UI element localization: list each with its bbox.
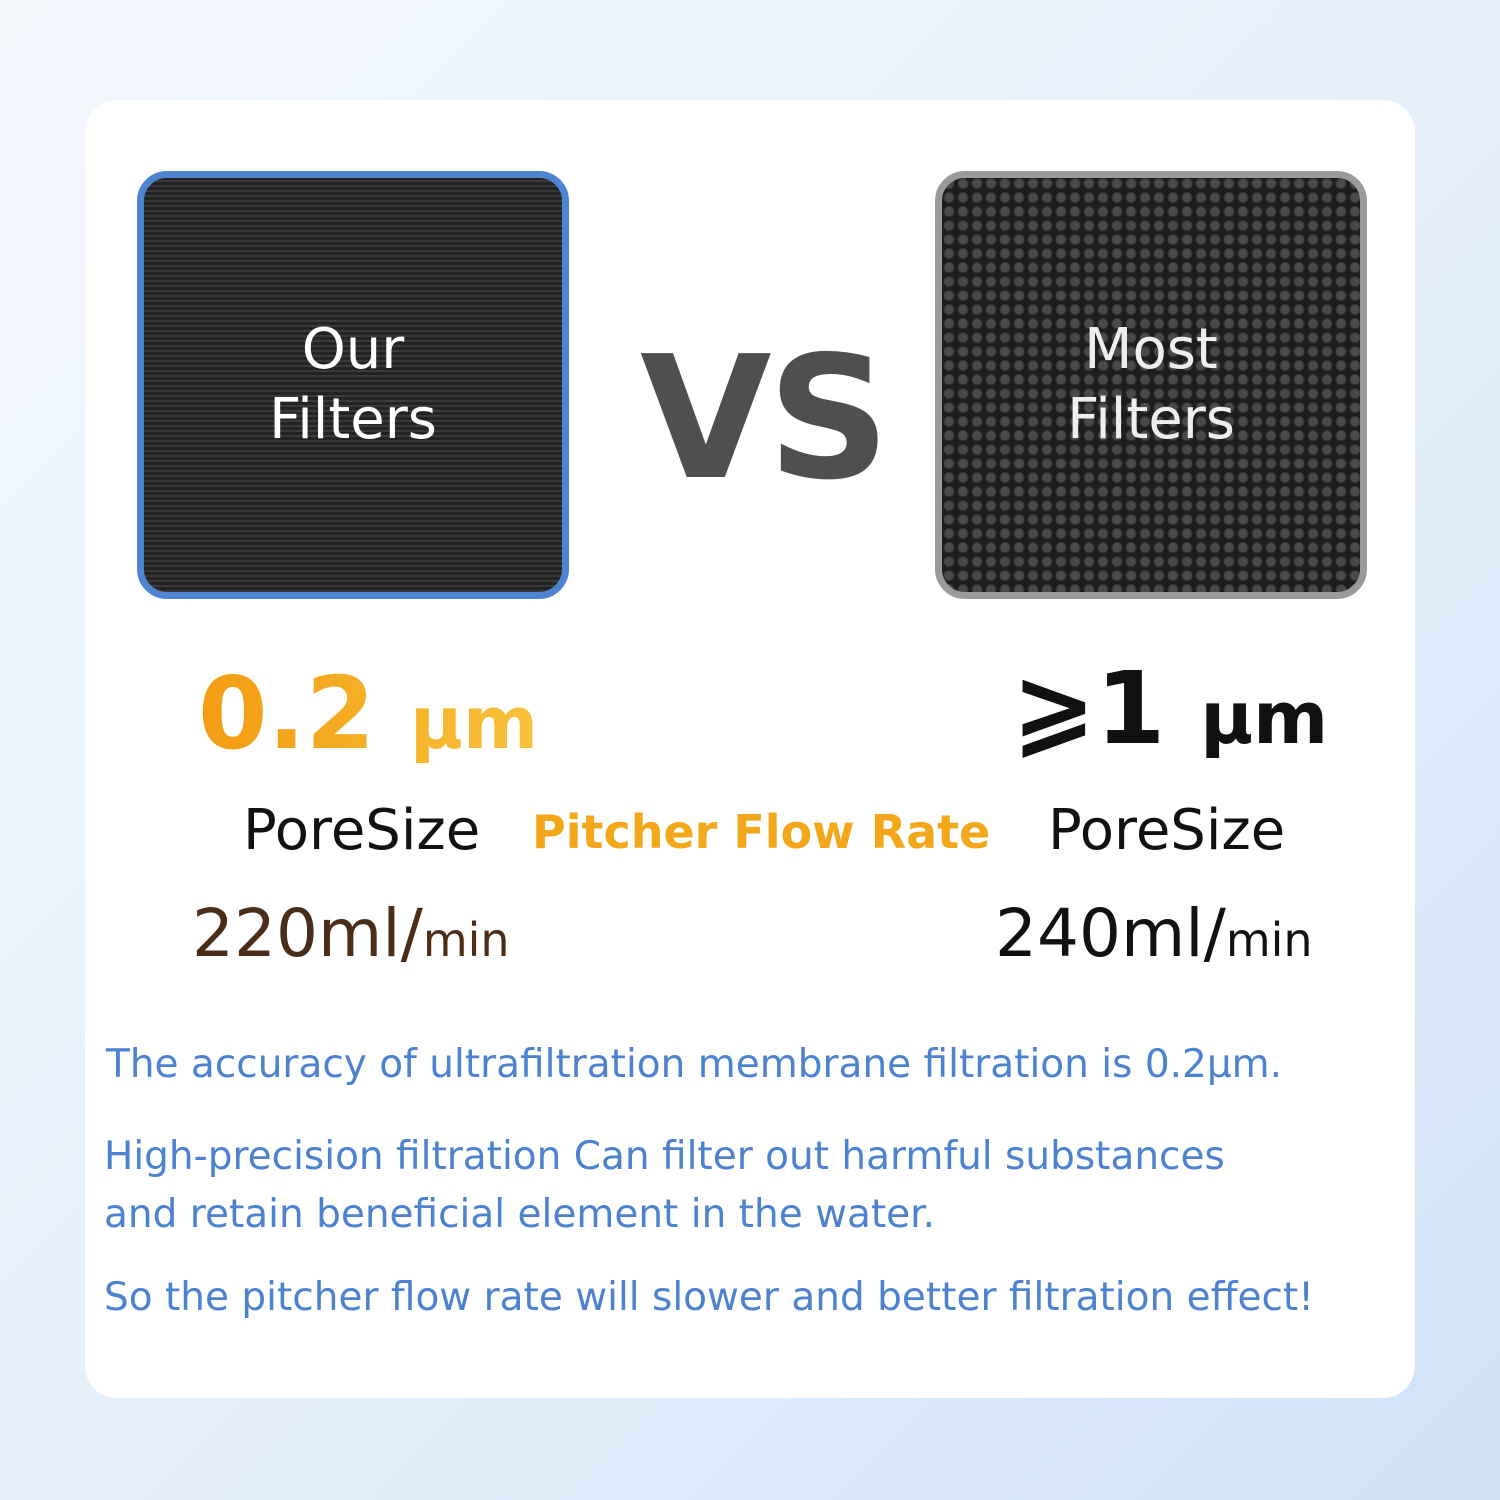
our-pore-value: 0.2 xyxy=(198,655,376,772)
note-precision-1: High-precision filtration Can filter out… xyxy=(104,1134,1225,1179)
most-pore-size: ⩾1 μm xyxy=(1012,650,1328,767)
our-filter-label-1: Our xyxy=(301,317,405,382)
most-flow-rate: 240ml/min xyxy=(995,895,1313,972)
most-filter-label-1: Most xyxy=(1084,317,1218,382)
our-flow-unit: min xyxy=(422,913,510,967)
our-pore-label: PoreSize xyxy=(243,798,481,863)
note-precision-2: and retain beneficial element in the wat… xyxy=(104,1192,936,1237)
most-flow-unit: min xyxy=(1225,913,1313,967)
vs-label: VS xyxy=(640,320,890,518)
most-filters-image: Most Filters xyxy=(935,171,1367,599)
our-pore-size: 0.2 μm xyxy=(198,655,538,772)
most-pore-label: PoreSize xyxy=(1048,798,1286,863)
most-flow-value: 240ml/ xyxy=(995,895,1226,972)
most-pore-value: ⩾1 xyxy=(1012,650,1166,767)
our-flow-rate: 220ml/min xyxy=(192,895,510,972)
flow-rate-label: Pitcher Flow Rate xyxy=(532,805,991,859)
note-accuracy: The accuracy of ultrafiltration membrane… xyxy=(106,1042,1283,1087)
most-filter-label-2: Filters xyxy=(1067,387,1235,452)
most-pore-unit: μm xyxy=(1200,676,1329,760)
our-filter-image: Our Filters xyxy=(137,171,569,599)
our-flow-value: 220ml/ xyxy=(192,895,423,972)
note-flow-rate: So the pitcher flow rate will slower and… xyxy=(104,1275,1314,1320)
our-pore-unit: μm xyxy=(409,681,538,765)
our-filter-label-2: Filters xyxy=(269,387,437,452)
